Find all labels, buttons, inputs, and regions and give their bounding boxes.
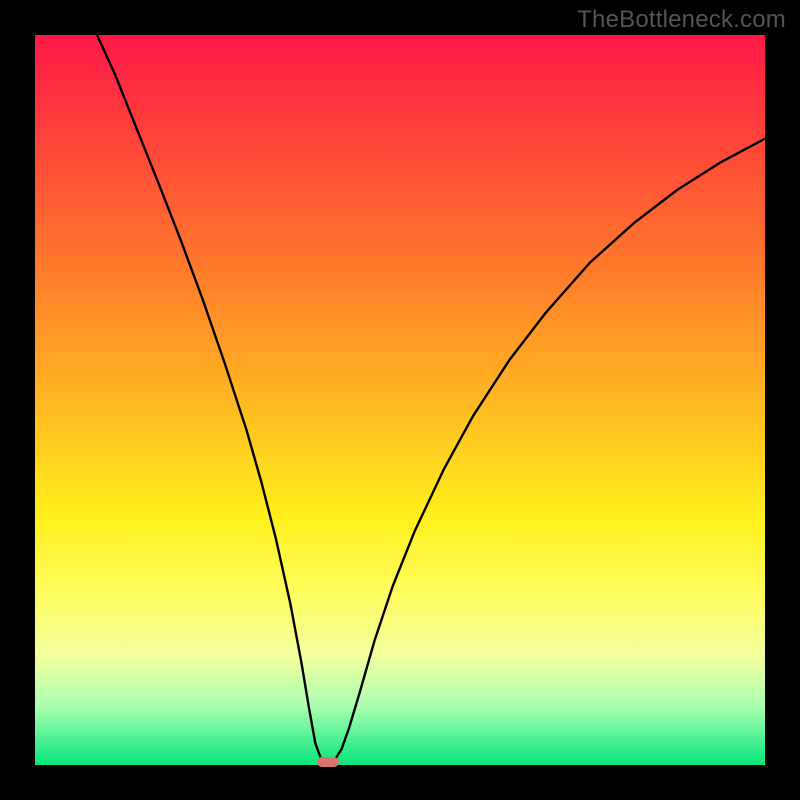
chart-frame: TheBottleneck.com bbox=[0, 0, 800, 800]
bottleneck-curve bbox=[35, 35, 765, 765]
minimum-marker bbox=[317, 757, 339, 767]
curve-path bbox=[97, 35, 765, 762]
watermark-text: TheBottleneck.com bbox=[577, 6, 786, 34]
plot-area bbox=[35, 35, 765, 765]
